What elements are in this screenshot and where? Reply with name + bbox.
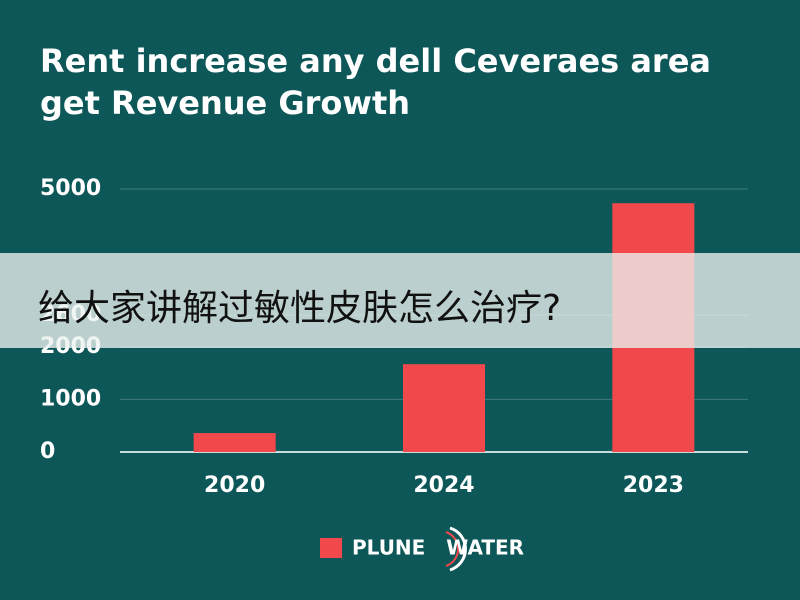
- legend-label: PLUNE WATER: [352, 536, 524, 560]
- logo-arc-inner: [445, 531, 460, 567]
- x-tick-label: 2023: [623, 473, 684, 498]
- chart-title: Rent increase any dell Ceveraes area get…: [40, 42, 711, 122]
- y-tick-label: 1000: [40, 386, 101, 411]
- bar: [403, 364, 485, 452]
- x-tick-label: 2024: [413, 473, 474, 498]
- y-tick-label: 0: [40, 439, 55, 464]
- bar: [193, 433, 276, 452]
- banner-text: 给大家讲解过敏性皮肤怎么治疗?: [38, 288, 562, 329]
- logo-arc: [449, 526, 467, 572]
- x-tick-label: 2020: [204, 473, 265, 498]
- overlay-banner: 给大家讲解过敏性皮肤怎么治疗?: [0, 253, 800, 348]
- legend-swatch: [320, 538, 342, 558]
- y-tick-label: 5000: [40, 176, 101, 201]
